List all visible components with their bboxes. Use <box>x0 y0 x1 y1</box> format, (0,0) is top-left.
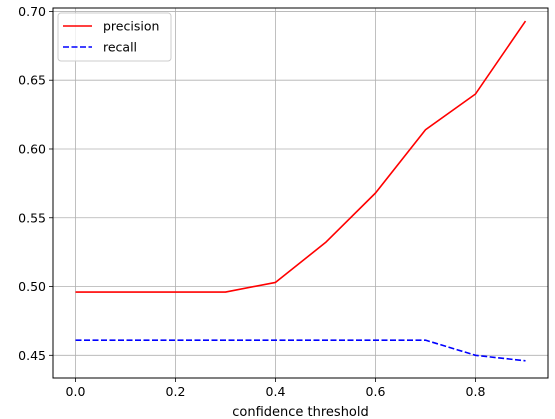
y-tick-label: 0.50 <box>18 279 46 294</box>
x-tick-label: 0.4 <box>266 384 286 399</box>
y-tick-label: 0.55 <box>18 210 46 225</box>
legend: precision recall <box>57 12 172 62</box>
series-line-recall <box>75 339 526 362</box>
plot-frame <box>52 7 549 379</box>
x-tick-label: 0.8 <box>466 384 486 399</box>
legend-box <box>57 12 172 62</box>
series-line-precision <box>75 20 527 293</box>
x-axis-label: confidence threshold <box>232 405 369 419</box>
x-tick-label: 0.2 <box>166 384 186 399</box>
legend-label-recall: recall <box>103 40 137 55</box>
y-tick-label: 0.60 <box>18 141 46 156</box>
y-tick-label: 0.65 <box>18 73 46 88</box>
grid <box>53 8 548 378</box>
y-tick-label: 0.45 <box>18 348 46 363</box>
x-tick-label: 0.6 <box>366 384 386 399</box>
series-layer <box>75 20 527 362</box>
legend-label-precision: precision <box>103 19 159 34</box>
x-tick-label: 0.0 <box>66 384 86 399</box>
ticks: 0.0 0.2 0.4 0.6 0.8 0.45 0.50 0.55 0.60 0.65 0.70 <box>18 4 485 399</box>
y-tick-label: 0.70 <box>18 4 46 19</box>
